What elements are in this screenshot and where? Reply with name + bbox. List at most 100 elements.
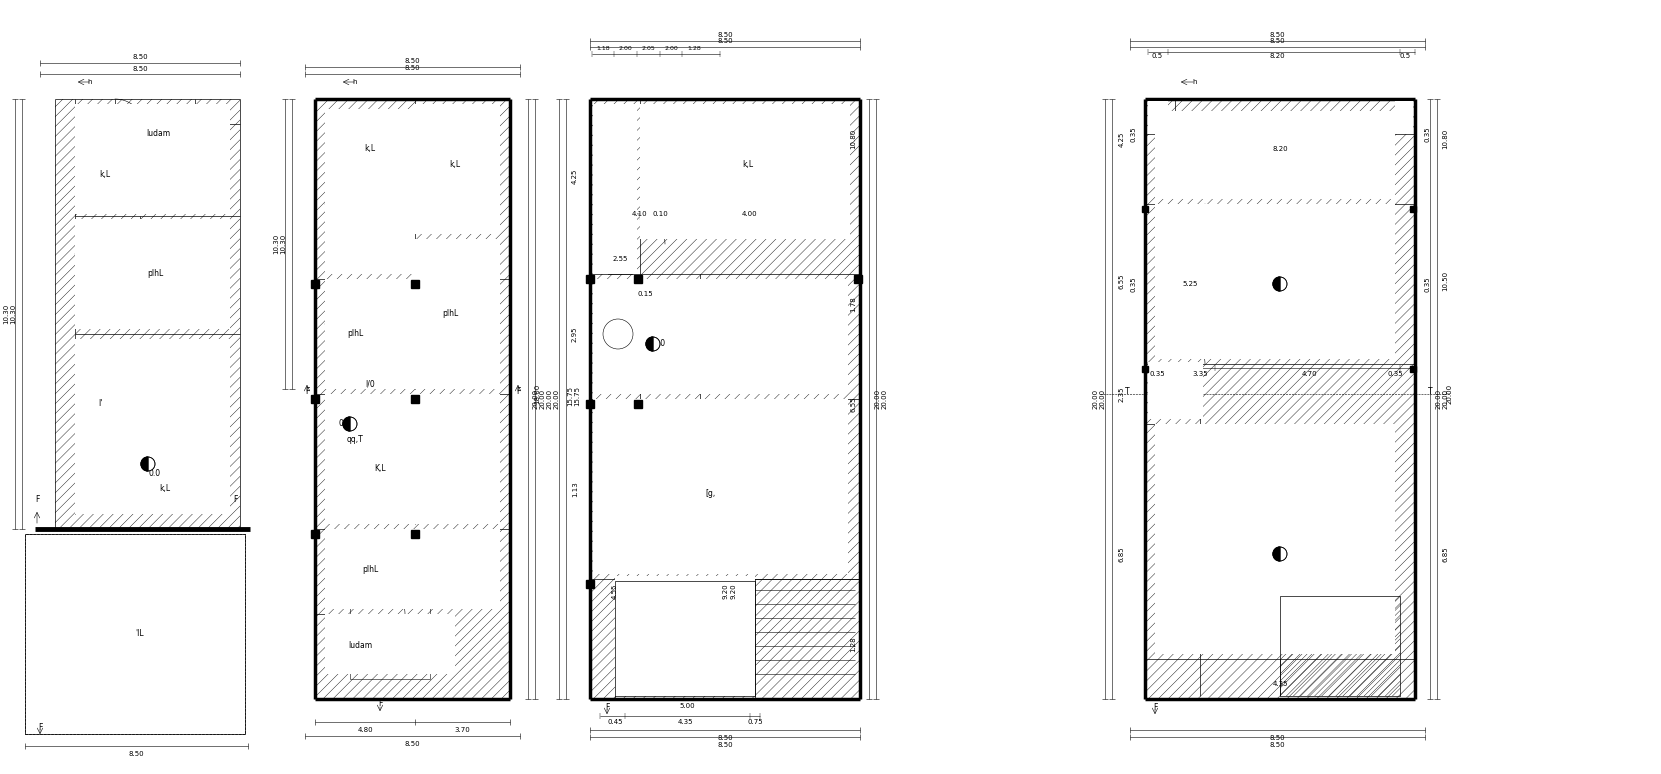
Text: 8.50: 8.50: [1269, 38, 1286, 44]
Text: 1.18: 1.18: [596, 46, 610, 50]
Text: 6.55: 6.55: [850, 396, 855, 412]
Bar: [75, 339, 229, 514]
Text: 4.80: 4.80: [357, 727, 372, 733]
Text: 0.35: 0.35: [1423, 276, 1430, 292]
Text: 0.75: 0.75: [747, 719, 762, 725]
Text: 4.25: 4.25: [1120, 132, 1124, 147]
Bar: [326, 279, 415, 389]
Text: 8.50: 8.50: [1269, 32, 1286, 38]
Bar: [593, 279, 849, 394]
Text: F: F: [233, 495, 238, 504]
Text: plhL: plhL: [442, 310, 458, 318]
Text: F: F: [517, 388, 520, 396]
Text: l': l': [98, 399, 103, 409]
Text: 0.5: 0.5: [1400, 53, 1410, 59]
Text: K,L: K,L: [374, 464, 385, 474]
Text: ludam: ludam: [347, 642, 372, 650]
Wedge shape: [1272, 547, 1281, 561]
Text: 0.0: 0.0: [339, 420, 350, 429]
Text: 8.50: 8.50: [1269, 742, 1286, 748]
Text: 0.0: 0.0: [1274, 550, 1286, 559]
Text: 4.25: 4.25: [571, 168, 578, 183]
Text: 20.00: 20.00: [1100, 389, 1106, 409]
Bar: [639, 104, 850, 239]
Bar: [410, 395, 419, 403]
Bar: [1143, 206, 1148, 212]
Text: 4.00: 4.00: [742, 211, 757, 217]
Bar: [593, 399, 849, 574]
Text: 5.00: 5.00: [679, 703, 694, 709]
Text: k,L: k,L: [159, 485, 171, 494]
Text: 15.75: 15.75: [575, 386, 580, 406]
Bar: [415, 239, 500, 389]
Text: 8.50: 8.50: [133, 66, 148, 72]
Text: h: h: [352, 79, 357, 85]
Wedge shape: [141, 457, 148, 471]
Text: plhL: plhL: [347, 330, 364, 338]
Bar: [326, 109, 415, 274]
Text: 4.10: 4.10: [633, 211, 648, 217]
Text: 'IL: 'IL: [136, 629, 145, 639]
Text: 2.35: 2.35: [1120, 386, 1124, 402]
Text: 10.30: 10.30: [272, 234, 279, 254]
Text: 20.00: 20.00: [555, 389, 560, 409]
Bar: [1395, 101, 1414, 134]
Bar: [635, 400, 643, 408]
Circle shape: [646, 337, 659, 351]
Bar: [326, 529, 500, 609]
Text: 9.20: 9.20: [723, 583, 729, 599]
Text: F: F: [38, 722, 42, 731]
Bar: [1148, 101, 1168, 134]
Bar: [1281, 596, 1400, 696]
Text: 0.15: 0.15: [638, 291, 653, 297]
Text: 1.78: 1.78: [850, 296, 855, 312]
Text: 10.30: 10.30: [281, 234, 286, 254]
Text: k,L: k,L: [450, 159, 460, 169]
Text: 8.50: 8.50: [404, 65, 420, 71]
Bar: [1154, 111, 1395, 199]
Text: 8.50: 8.50: [718, 38, 733, 44]
Bar: [25, 534, 246, 734]
Text: 1.28: 1.28: [850, 636, 855, 652]
Text: 2.00: 2.00: [664, 46, 678, 50]
Text: 10.30: 10.30: [10, 304, 17, 324]
Text: 0.0: 0.0: [1274, 279, 1286, 289]
Text: h: h: [88, 79, 93, 85]
Text: 6.85: 6.85: [1442, 546, 1448, 562]
Text: 0.35: 0.35: [1129, 126, 1136, 142]
Text: k,L: k,L: [100, 170, 111, 179]
Bar: [635, 275, 643, 283]
Text: 0.35: 0.35: [1129, 276, 1136, 292]
Text: 18.00: 18.00: [533, 384, 540, 404]
Text: 3.70: 3.70: [453, 727, 470, 733]
Text: 8.20: 8.20: [1272, 146, 1287, 152]
Bar: [75, 219, 229, 329]
Text: 1.13: 1.13: [571, 481, 578, 497]
Text: k,L: k,L: [364, 145, 375, 153]
Text: ludam: ludam: [146, 129, 169, 139]
Bar: [586, 580, 595, 588]
Text: 0.5: 0.5: [1151, 53, 1163, 59]
Text: 9.20: 9.20: [729, 583, 736, 599]
Text: 20.00: 20.00: [1447, 384, 1453, 404]
Text: 10.80: 10.80: [850, 129, 855, 149]
Bar: [75, 104, 229, 214]
Text: 20.00: 20.00: [1093, 389, 1100, 409]
Text: 4.35: 4.35: [1272, 681, 1287, 687]
Text: 20.00: 20.00: [546, 389, 553, 409]
Text: 15.75: 15.75: [566, 386, 573, 406]
Text: F: F: [35, 495, 40, 504]
Bar: [593, 104, 638, 274]
Text: F: F: [605, 703, 610, 711]
Text: 8.20: 8.20: [1269, 53, 1286, 59]
Circle shape: [344, 417, 357, 431]
Text: 0.0: 0.0: [149, 470, 161, 478]
Bar: [586, 400, 595, 408]
Text: 0.35: 0.35: [1149, 371, 1164, 377]
Text: [g,: [g,: [704, 489, 716, 498]
Bar: [311, 395, 319, 403]
Text: 3.35: 3.35: [1193, 371, 1208, 377]
Text: 10.80: 10.80: [1442, 129, 1448, 149]
Text: T: T: [1124, 388, 1129, 396]
Text: 20.00: 20.00: [882, 389, 889, 409]
